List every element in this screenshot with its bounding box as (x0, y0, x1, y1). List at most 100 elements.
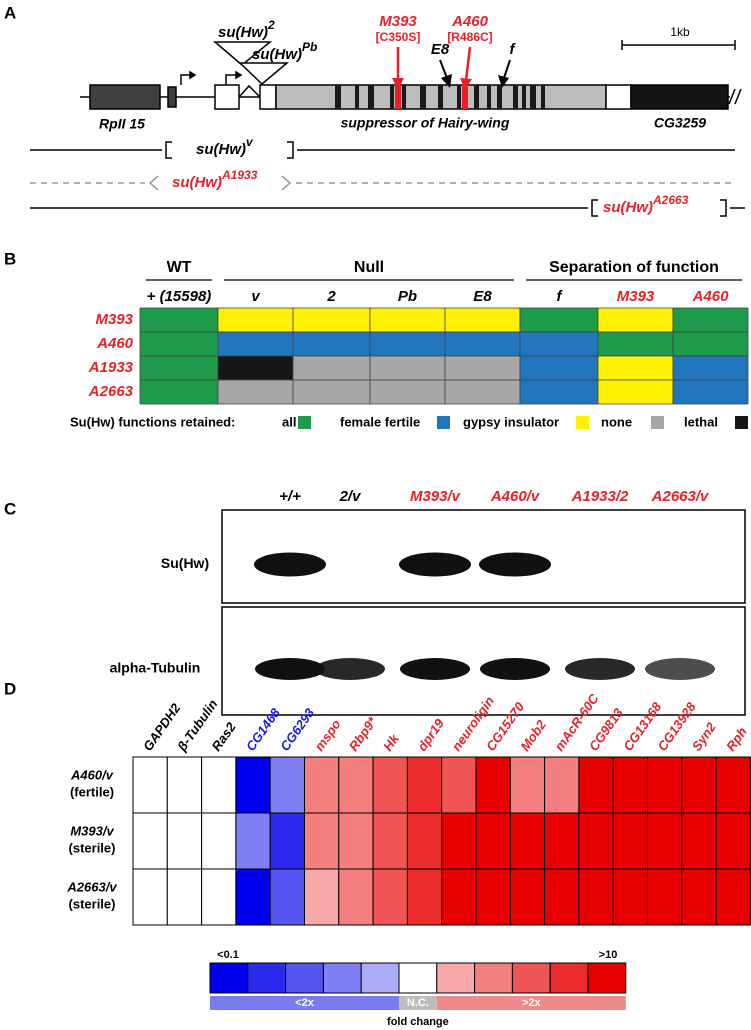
phenotype-cell (672, 307, 749, 333)
legend-swatch (298, 416, 311, 429)
legend-swatch (437, 416, 450, 429)
phenotype-cell (292, 307, 371, 333)
exon-stripe (335, 85, 341, 109)
group-header: Separation of function (549, 259, 719, 276)
blot-band (479, 552, 551, 577)
scale-box (549, 962, 589, 994)
heatmap-cell (338, 868, 374, 926)
heatmap-cell (715, 868, 751, 926)
phenotype-cell (444, 331, 521, 357)
gene-label: suppressor of Hairy-wing (341, 115, 510, 131)
heatmap-cell (544, 756, 580, 814)
fold-band-label: >2x (522, 997, 542, 1009)
phenotype-cell (444, 379, 521, 405)
blot-label: Su(Hw) (161, 555, 209, 571)
heatmap-cell (715, 812, 751, 870)
phenotype-cell (597, 355, 674, 381)
scale-min: <0.1 (217, 949, 239, 961)
heatmap-cell (304, 756, 340, 814)
heatmap-cell (201, 868, 237, 926)
scale-box (285, 962, 324, 994)
blot-label: alpha-Tubulin (110, 660, 201, 676)
gene-label: CG3259 (654, 115, 706, 131)
phenotype-cell (519, 355, 599, 381)
phenotype-cell (444, 355, 521, 381)
column-header: M393 (617, 288, 655, 305)
phenotype-cell (672, 355, 749, 381)
column-header: v (251, 288, 261, 305)
heatmap-cell (166, 756, 203, 814)
scale-box (587, 962, 627, 994)
heatmap-cell (475, 868, 511, 926)
legend-label: female fertile (340, 414, 420, 429)
mutation-change: [R486C] (447, 30, 492, 44)
allele-base: su(Hw) (603, 199, 653, 216)
exon-stripe (457, 85, 461, 109)
row-phenotype: (fertile) (70, 784, 114, 799)
phenotype-cell (139, 307, 219, 333)
row-phenotype: (sterile) (69, 840, 116, 855)
gene-label: Ras2 (209, 719, 240, 754)
scale-bar-label: 1kb (670, 25, 690, 39)
row-label: A2663 (88, 383, 134, 400)
fold-band (210, 996, 399, 1010)
gene-label: dpr19 (414, 715, 447, 753)
phenotype-cell (369, 355, 446, 381)
scale-box (247, 962, 287, 994)
blot-band (480, 658, 550, 680)
column-header: + (15598) (147, 288, 212, 305)
scale-box (360, 962, 400, 994)
gene-map (80, 40, 742, 110)
panel-label: A (4, 3, 16, 22)
phenotype-cell (292, 355, 371, 381)
fold-band-label: N.C. (407, 997, 429, 1009)
column-header: A460 (692, 288, 730, 305)
heatmap-cell (372, 756, 408, 814)
phenotype-cell (139, 331, 219, 357)
allele-base: su(Hw) (196, 141, 246, 158)
scale-box (436, 962, 476, 994)
allele-label: su(Hw)Pb (252, 40, 317, 63)
lane-label: M393/v (410, 488, 462, 505)
lane-label: A2663/v (651, 488, 710, 505)
heatmap-cell (578, 812, 614, 870)
phenotype-cell (597, 331, 674, 357)
lane-label: 2/v (339, 488, 363, 505)
heatmap-cell (681, 868, 717, 926)
phenotype-cell (519, 331, 599, 357)
exon-stripe (390, 85, 394, 109)
marker-label: E8 (431, 41, 450, 58)
blot-band (399, 552, 471, 577)
group-header: WT (167, 259, 192, 276)
lane-label: A1933/2 (571, 488, 629, 505)
row-label: A460 (96, 335, 134, 352)
allele-superscript: Pb (302, 40, 317, 54)
exon-stripe (530, 85, 536, 109)
heatmap-cell (578, 868, 614, 926)
heatmap-cell (166, 812, 203, 870)
mutation-site (462, 85, 468, 109)
exon-stripe (402, 85, 406, 109)
phenotype-cell (217, 379, 294, 405)
heatmap-cell (372, 868, 408, 926)
row-genotype: M393/v (70, 823, 114, 838)
legend-swatch (651, 416, 664, 429)
allele-superscript: 2 (267, 18, 275, 32)
marker-label: f (510, 41, 517, 58)
legend-label: gypsy insulator (463, 414, 559, 429)
gene-label: mspo (311, 717, 343, 754)
heatmap-cell (132, 812, 168, 870)
legend-label: lethal (684, 414, 718, 429)
heatmap-cell (509, 868, 546, 926)
heatmap-cell (647, 812, 683, 870)
allele-label: su(Hw)2 (218, 18, 275, 41)
heatmap-cell (235, 868, 271, 926)
heatmap-cell (269, 756, 306, 814)
exon-stripe (513, 85, 518, 109)
heatmap-cell (338, 812, 374, 870)
lane-label: +/+ (279, 488, 301, 505)
exon-stripe (522, 85, 526, 109)
mutation-change: [C350S] (376, 30, 421, 44)
legend-swatch (576, 416, 589, 429)
